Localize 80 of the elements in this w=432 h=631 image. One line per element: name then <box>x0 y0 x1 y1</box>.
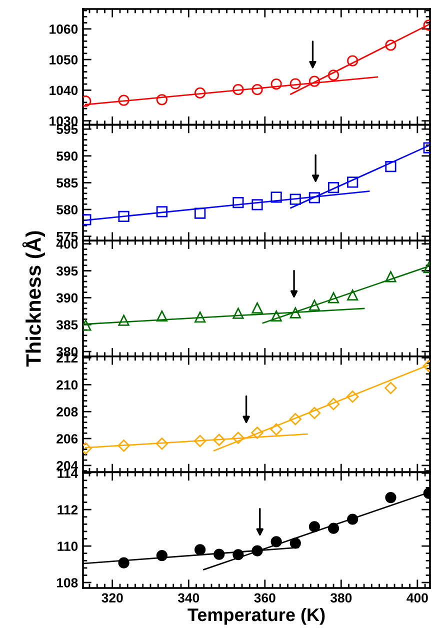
y-tick-label: 110 <box>58 542 78 551</box>
point <box>385 161 396 172</box>
point <box>328 182 340 194</box>
point <box>156 438 168 450</box>
point <box>347 514 358 525</box>
y-axis-title: Thickness (Å) <box>22 231 46 367</box>
point <box>385 271 396 282</box>
point <box>232 84 244 96</box>
point <box>118 314 130 326</box>
point <box>118 210 130 222</box>
point <box>308 300 320 311</box>
x-tick-label: 380 <box>330 593 352 603</box>
point <box>213 434 226 446</box>
point <box>308 406 321 420</box>
y-tick-label: 1030 <box>50 116 78 126</box>
y-tick-label: 590 <box>56 151 78 161</box>
point <box>328 292 340 304</box>
point <box>327 398 340 410</box>
point <box>290 538 301 549</box>
y-tick-label: 1040 <box>50 86 78 96</box>
y-tick-label: 1060 <box>50 24 78 34</box>
point <box>384 382 397 394</box>
point <box>385 492 396 504</box>
point <box>347 55 358 66</box>
point <box>328 522 340 534</box>
point <box>270 192 282 203</box>
y-tick-label: 112 <box>58 505 78 514</box>
point <box>118 94 130 106</box>
point <box>194 434 206 448</box>
point <box>270 536 282 548</box>
point <box>252 199 263 210</box>
y-tick-label: 210 <box>56 380 78 390</box>
point <box>194 312 206 323</box>
point <box>347 176 358 188</box>
point <box>232 308 244 319</box>
point <box>290 78 301 90</box>
point <box>270 310 282 322</box>
point <box>232 432 244 444</box>
x-axis-title: Temperature (K) <box>188 608 325 625</box>
point <box>252 302 263 314</box>
point <box>118 557 130 568</box>
point <box>347 289 358 301</box>
x-tick-label: 340 <box>178 593 200 603</box>
point <box>289 413 302 426</box>
y-tick-label: 206 <box>56 434 78 444</box>
point <box>194 208 206 219</box>
point <box>232 196 244 208</box>
x-tick-label: 400 <box>406 593 428 603</box>
point <box>118 440 130 452</box>
point <box>251 426 264 439</box>
point <box>308 521 320 532</box>
y-tick-label: 108 <box>56 578 78 588</box>
point <box>290 307 301 318</box>
point <box>156 550 168 562</box>
point <box>308 192 320 204</box>
point <box>308 76 320 87</box>
x-tick-label: 360 <box>254 593 276 603</box>
y-tick-label: 1050 <box>50 55 78 64</box>
y-tick-label: 580 <box>56 205 78 214</box>
point <box>214 548 225 560</box>
point <box>194 544 206 556</box>
y-tick-label: 208 <box>56 407 78 417</box>
point <box>385 40 396 51</box>
y-tick-label: 395 <box>56 266 78 276</box>
x-tick-label: 320 <box>102 593 123 603</box>
point <box>156 94 168 106</box>
point <box>290 194 301 205</box>
point <box>232 549 244 560</box>
point <box>270 423 282 436</box>
point <box>156 310 168 322</box>
point <box>252 84 263 96</box>
y-tick-label: 390 <box>56 293 78 303</box>
point <box>156 206 168 218</box>
point <box>194 87 206 98</box>
y-tick-label: 585 <box>56 178 78 188</box>
point <box>252 545 263 556</box>
point <box>328 70 340 81</box>
point <box>346 390 359 403</box>
point <box>270 78 282 90</box>
y-tick-label: 385 <box>56 320 78 330</box>
